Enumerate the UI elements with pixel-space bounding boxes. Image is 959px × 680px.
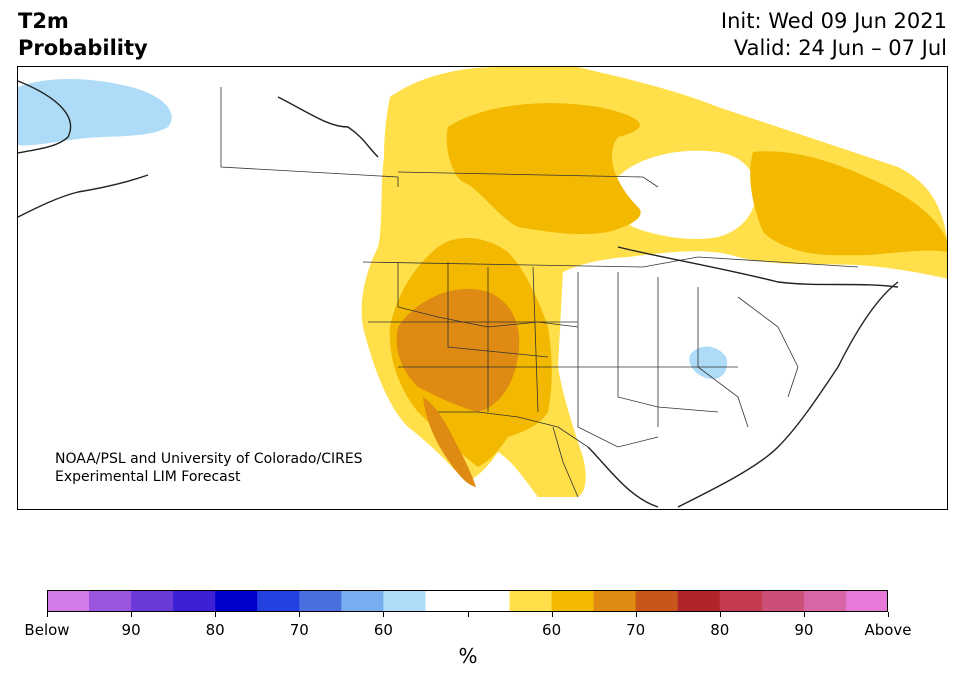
colorbar-tick-label: 70 xyxy=(289,621,309,639)
colorbar-swatch xyxy=(47,590,90,612)
colorbar-swatch xyxy=(719,590,763,612)
colorbar-swatch xyxy=(341,590,384,612)
colorbar-swatch xyxy=(467,590,511,612)
colorbar-tick xyxy=(47,612,48,617)
colorbar-swatch xyxy=(89,590,132,612)
colorbar xyxy=(47,590,888,612)
colorbar-tick xyxy=(215,612,217,617)
colorbar-swatch xyxy=(803,590,847,612)
map-canvas xyxy=(18,67,947,508)
colorbar-tick-label: 60 xyxy=(373,621,393,639)
colorbar-tick xyxy=(131,612,133,617)
colorbar-swatch xyxy=(173,590,216,612)
colorbar-tick xyxy=(551,612,553,617)
colorbar-swatch xyxy=(257,590,300,612)
colorbar-border xyxy=(47,590,888,612)
colorbar-tick-label: Above xyxy=(864,621,912,639)
colorbar-tick-label: Below xyxy=(24,621,70,639)
above-region-orange xyxy=(396,288,520,412)
colorbar-tick-label: 60 xyxy=(542,621,562,639)
colorbar-swatch xyxy=(425,590,468,612)
valid-range: Valid: 24 Jun – 07 Jul xyxy=(733,36,947,60)
probability-map: NOAA/PSL and University of Colorado/CIRE… xyxy=(17,66,948,510)
colorbar-tick xyxy=(719,612,721,617)
colorbar-tick-label: 90 xyxy=(794,621,814,639)
below-region-ohio xyxy=(689,346,728,379)
colorbar-tick xyxy=(888,612,889,617)
above-region-orange-baja xyxy=(423,397,476,487)
colorbar-swatch xyxy=(845,590,888,612)
colorbar-tick-label: 80 xyxy=(710,621,730,639)
title-metric: Probability xyxy=(18,36,148,60)
colorbar-swatch xyxy=(131,590,174,612)
colorbar-tick xyxy=(299,612,301,617)
colorbar-swatch xyxy=(761,590,805,612)
colorbar-tick-label: 90 xyxy=(121,621,141,639)
above-region-gold-east xyxy=(750,151,947,256)
colorbar-tick xyxy=(467,612,469,617)
colorbar-tick xyxy=(635,612,637,617)
white-region-hudson xyxy=(614,150,757,239)
credit-line-2: Experimental LIM Forecast xyxy=(55,469,241,485)
colorbar-tick xyxy=(383,612,385,617)
map-title: T2m Probability xyxy=(18,8,148,62)
above-region-gold-canada xyxy=(446,103,641,235)
colorbar-tick-label: 80 xyxy=(205,621,225,639)
coastline xyxy=(18,80,899,508)
colorbar-svg xyxy=(47,590,888,612)
colorbar-tick xyxy=(803,612,805,617)
colorbar-swatch xyxy=(635,590,679,612)
below-region-alaska xyxy=(18,78,172,146)
colorbar-swatch xyxy=(593,590,637,612)
boundary-lines xyxy=(220,87,859,498)
map-credit: NOAA/PSL and University of Colorado/CIRE… xyxy=(55,450,363,486)
colorbar-swatch xyxy=(509,590,553,612)
colorbar-swatch xyxy=(383,590,426,612)
colorbar-swatch xyxy=(215,590,258,612)
title-variable: T2m xyxy=(18,9,69,33)
colorbar-tick-label: 70 xyxy=(626,621,646,639)
colorbar-unit: % xyxy=(458,644,478,668)
init-date: Init: Wed 09 Jun 2021 xyxy=(720,9,947,33)
colorbar-swatch xyxy=(299,590,342,612)
forecast-dates: Init: Wed 09 Jun 2021 Valid: 24 Jun – 07… xyxy=(721,8,947,62)
colorbar-swatch xyxy=(677,590,721,612)
credit-line-1: NOAA/PSL and University of Colorado/CIRE… xyxy=(55,451,363,467)
colorbar-swatch xyxy=(551,590,595,612)
